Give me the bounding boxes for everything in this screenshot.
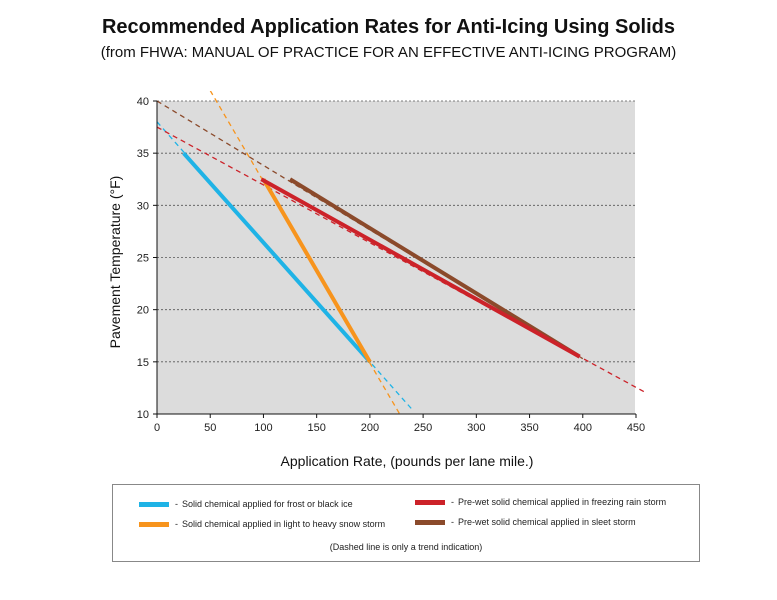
legend-item-snow: - Solid chemical applied in light to hea… (139, 519, 385, 529)
legend-swatch-sleet (415, 519, 445, 525)
series-line-2 (260, 177, 581, 359)
legend-item-sleet: - Pre-wet solid chemical applied in slee… (415, 517, 636, 527)
legend-swatch-freezing-rain (415, 499, 445, 505)
x-tick-label: 100 (254, 422, 272, 434)
chart-title: Recommended Application Rates for Anti-I… (101, 16, 676, 38)
x-axis-label: Application Rate, (pounds per lane mile.… (281, 453, 534, 469)
legend-label-frost: Solid chemical applied for frost or blac… (182, 499, 353, 509)
x-tick-label: 150 (307, 422, 325, 434)
legend-swatch-snow (139, 521, 169, 527)
y-tick-label: 20 (137, 305, 149, 317)
y-tick-label: 35 (137, 148, 149, 160)
series-line-0 (182, 151, 372, 364)
y-axis-label: Pavement Temperature (°F) (107, 176, 123, 349)
series-line-1 (261, 178, 372, 363)
x-tick-label: 300 (467, 422, 485, 434)
legend-swatch-frost (139, 501, 169, 507)
x-tick-label: 50 (204, 422, 216, 434)
y-tick-label: 30 (137, 200, 149, 212)
x-tick-label: 400 (574, 422, 592, 434)
chart-svg: 0 50 100 150 200 250 300 350 400 450 10 15 20 25 30 35… (107, 91, 646, 469)
legend: - Solid chemical applied for frost or bl… (112, 484, 700, 562)
x-tick-label: 200 (361, 422, 379, 434)
y-tick-label: 40 (137, 96, 149, 108)
x-tick-label: 250 (414, 422, 432, 434)
legend-item-frost: - Solid chemical applied for frost or bl… (139, 499, 353, 509)
series-line-3 (289, 177, 581, 359)
chart-subtitle: (from FHWA: MANUAL OF PRACTICE FOR AN EF… (100, 44, 677, 61)
y-tick-label: 10 (137, 409, 149, 421)
y-tick-label: 15 (137, 357, 149, 369)
x-tick-label: 450 (627, 422, 645, 434)
legend-note: (Dashed line is only a trend indication) (329, 542, 483, 552)
x-tick-label: 350 (520, 422, 538, 434)
x-tick-label: 0 (154, 422, 160, 434)
legend-item-freezing-rain: - Pre-wet solid chemical applied in free… (415, 497, 666, 507)
legend-label-sleet: Pre-wet solid chemical applied in sleet … (458, 517, 636, 527)
trend-line-2 (157, 126, 646, 394)
legend-label-snow: Solid chemical applied in light to heavy… (182, 519, 386, 529)
y-tick-label: 25 (137, 253, 149, 265)
legend-label-freezing-rain: Pre-wet solid chemical applied in freezi… (458, 497, 667, 507)
